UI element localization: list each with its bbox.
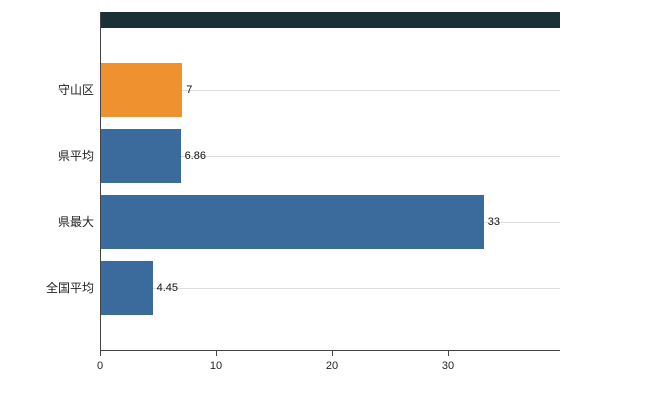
y-axis-line [100,12,101,350]
value-label: 7 [186,84,193,96]
x-axis-line [100,350,560,351]
bar [101,261,153,315]
category-label: 守山区 [57,83,94,97]
category-label: 県平均 [57,149,94,163]
category-label: 県最大 [57,215,94,229]
value-label: 6.86 [184,150,206,162]
x-axis-tick [448,350,449,356]
x-axis-tick [216,350,217,356]
value-label: 4.45 [156,282,179,294]
x-tick-label: 30 [441,360,455,372]
gridline [100,288,560,289]
x-tick-label: 10 [209,360,223,372]
bar [101,129,181,183]
bar [101,195,484,249]
x-tick-label: 20 [325,360,339,372]
x-axis-tick [332,350,333,356]
gridline [100,90,560,91]
bar [101,63,183,117]
x-tick-label: 0 [96,360,104,372]
value-label: 33 [487,216,501,228]
category-label: 全国平均 [45,281,94,295]
gridline [100,156,560,157]
x-axis-tick [100,350,101,356]
clipped-top-bar [100,12,560,28]
